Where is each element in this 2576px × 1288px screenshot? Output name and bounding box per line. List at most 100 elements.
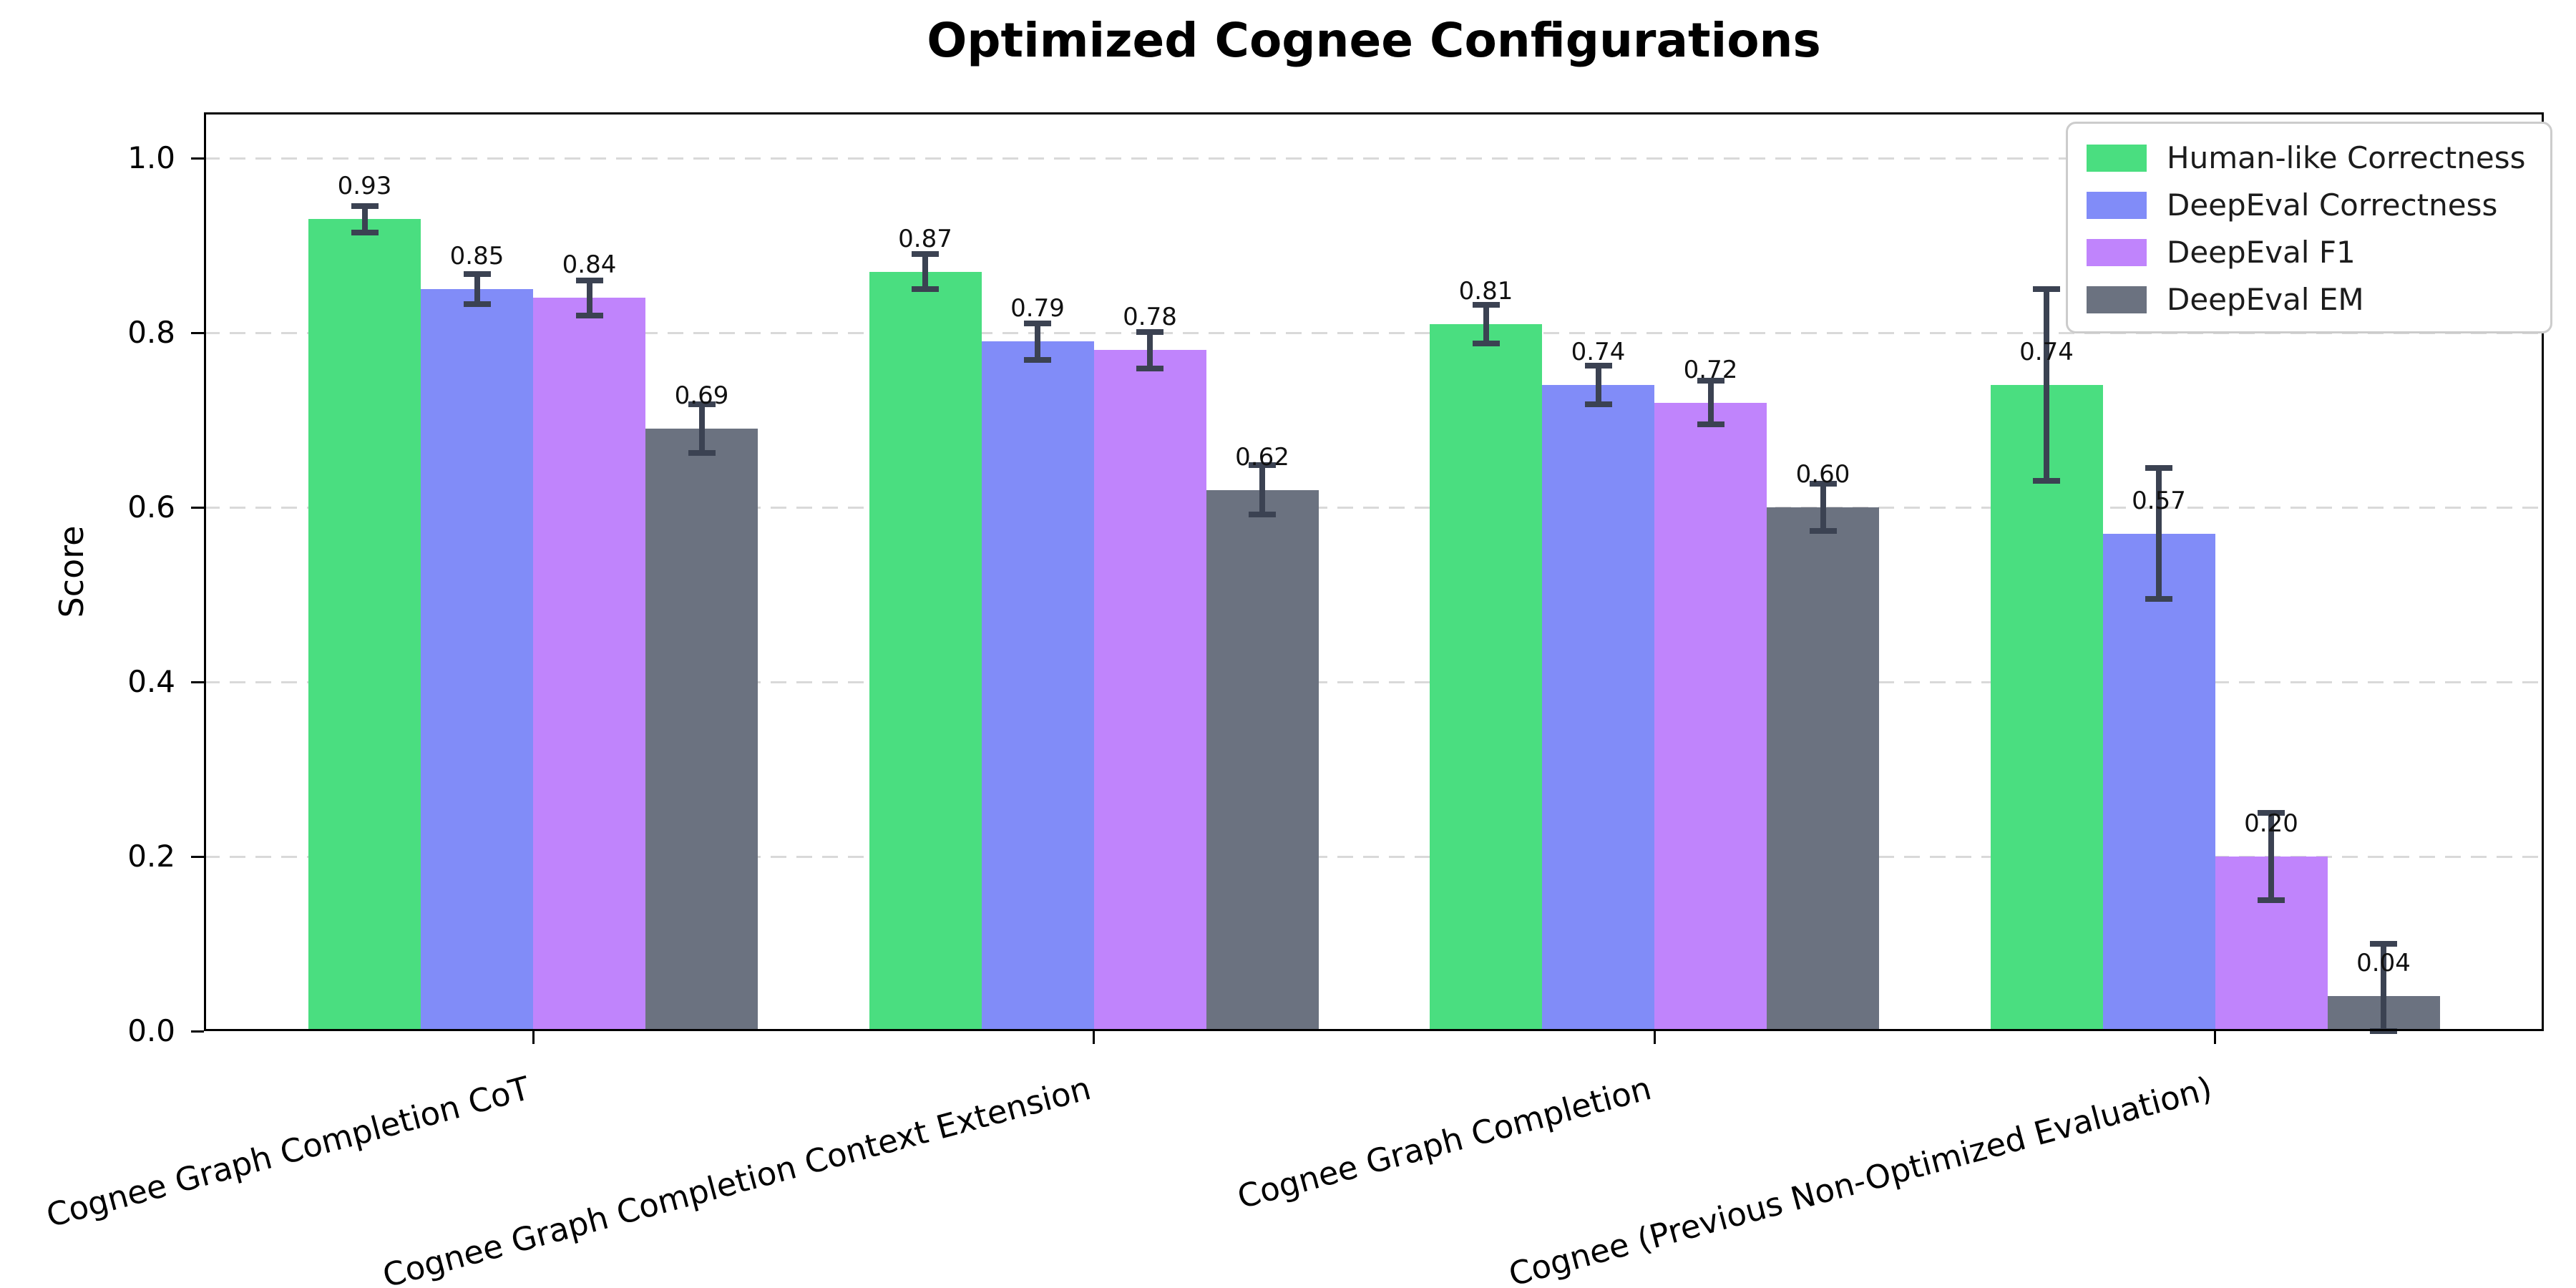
error-bar-line: [1483, 304, 1489, 343]
error-bar-cap: [912, 286, 939, 293]
bar-series0-group2: [1430, 323, 1542, 1031]
bar-value-label: 0.78: [1123, 303, 1177, 332]
bar-series1-group3: [2102, 533, 2215, 1031]
bar-series1-group2: [1542, 385, 1654, 1031]
y-tick-mark: [191, 680, 204, 683]
bar-value-label: 0.84: [562, 250, 617, 280]
y-axis-label: Score: [52, 525, 91, 618]
error-bar-cap: [575, 277, 603, 283]
bar-value-label: 0.60: [1795, 460, 1850, 489]
error-bar-cap: [2370, 941, 2397, 947]
error-bar-cap: [912, 251, 939, 258]
error-bar-cap: [1584, 401, 1612, 408]
bar-value-label: 0.74: [2019, 338, 2074, 367]
error-bar-cap: [2145, 465, 2172, 472]
error-bar-cap: [2033, 286, 2060, 293]
legend-label: DeepEval EM: [2167, 282, 2364, 317]
error-bar-line: [1595, 366, 1601, 405]
gridline-0.4: [204, 680, 2544, 683]
y-tick-mark: [191, 855, 204, 858]
gridline-0.6: [204, 506, 2544, 509]
legend-swatch-3: [2087, 286, 2147, 313]
legend: Human-like Correctness DeepEval Correctne…: [2066, 122, 2552, 333]
y-tick-label: 0.8: [127, 315, 175, 351]
error-bar-cap: [2258, 897, 2285, 903]
y-tick-label: 1.0: [127, 140, 175, 176]
error-bar-cap: [575, 312, 603, 318]
x-tick-mark: [2214, 1031, 2216, 1044]
bar-series3-group2: [1767, 507, 1879, 1031]
bar-value-label: 0.04: [2356, 949, 2411, 978]
error-bar-cap: [1024, 356, 1051, 363]
error-bar-line: [922, 254, 928, 290]
bar-value-label: 0.85: [449, 242, 504, 271]
bar-series2-group2: [1654, 402, 1767, 1031]
bar-series2-group1: [1093, 350, 1206, 1031]
error-bar-cap: [1249, 462, 1276, 469]
legend-label: DeepEval Correctness: [2167, 187, 2498, 223]
legend-swatch-0: [2087, 145, 2147, 172]
bar-value-label: 0.69: [674, 381, 729, 411]
y-tick-mark: [191, 506, 204, 509]
bar-value-label: 0.79: [1010, 294, 1065, 323]
error-bar-cap: [2258, 810, 2285, 816]
error-bar-line: [1259, 465, 1265, 514]
error-bar-line: [2268, 813, 2274, 900]
error-bar-line: [361, 206, 368, 233]
legend-label: DeepEval F1: [2167, 235, 2356, 270]
error-bar-line: [1820, 484, 1826, 531]
bar-value-label: 0.93: [337, 172, 392, 201]
y-tick-mark: [191, 1030, 204, 1033]
y-tick-label: 0.6: [127, 489, 175, 525]
error-bar-line: [2381, 944, 2386, 1031]
error-bar-cap: [463, 301, 491, 307]
bar-value-label: 0.57: [2132, 486, 2186, 515]
error-bar-cap: [1697, 421, 1724, 428]
error-bar-cap: [1136, 366, 1163, 372]
gridline-0.8: [204, 331, 2544, 334]
bar-value-label: 0.74: [1571, 338, 1626, 367]
error-bar-line: [698, 404, 705, 454]
legend-row: DeepEval EM: [2087, 283, 2526, 317]
legend-row: DeepEval Correctness: [2087, 188, 2526, 223]
y-tick-mark: [191, 157, 204, 160]
error-bar-line: [2156, 468, 2162, 600]
legend-label: Human-like Correctness: [2167, 140, 2526, 175]
x-tick-mark: [1093, 1031, 1095, 1044]
bar-series1-group1: [981, 341, 1094, 1031]
error-bar-cap: [1249, 511, 1276, 517]
error-bar-cap: [1697, 378, 1724, 384]
error-bar-cap: [1584, 363, 1612, 369]
bar-series0-group1: [869, 271, 982, 1031]
error-bar-line: [1035, 323, 1040, 360]
x-category-label: Cognee Graph Completion CoT: [42, 1069, 535, 1235]
error-bar-line: [2044, 289, 2049, 482]
error-bar-cap: [1809, 481, 1837, 487]
legend-swatch-1: [2087, 192, 2147, 219]
error-bar-cap: [1024, 320, 1051, 326]
error-bar-cap: [2033, 478, 2060, 484]
bar-value-label: 0.81: [1458, 276, 1513, 306]
error-bar-cap: [1809, 527, 1837, 534]
chart-title: Optimized Cognee Configurations: [927, 13, 1821, 68]
legend-row: Human-like Correctness: [2087, 141, 2526, 175]
error-bar-cap: [351, 203, 379, 210]
bar-series3-group1: [1206, 489, 1319, 1031]
bar-series1-group0: [421, 289, 533, 1031]
error-bar-line: [474, 274, 480, 304]
x-category-label: Cognee Graph Completion: [1233, 1069, 1656, 1216]
bar-value-label: 0.20: [2244, 809, 2298, 838]
error-bar-line: [1147, 331, 1153, 369]
y-tick-label: 0.4: [127, 664, 175, 700]
bar-series0-group0: [308, 219, 421, 1031]
gridline-1.0: [204, 157, 2544, 160]
y-tick-mark: [191, 331, 204, 334]
x-tick-mark: [1653, 1031, 1656, 1044]
error-bar-cap: [2370, 1028, 2397, 1034]
error-bar-cap: [688, 450, 716, 457]
bar-series0-group3: [1990, 385, 2103, 1031]
error-bar-cap: [688, 401, 716, 408]
error-bar-line: [1707, 381, 1714, 425]
bar-value-label: 0.72: [1683, 355, 1738, 384]
